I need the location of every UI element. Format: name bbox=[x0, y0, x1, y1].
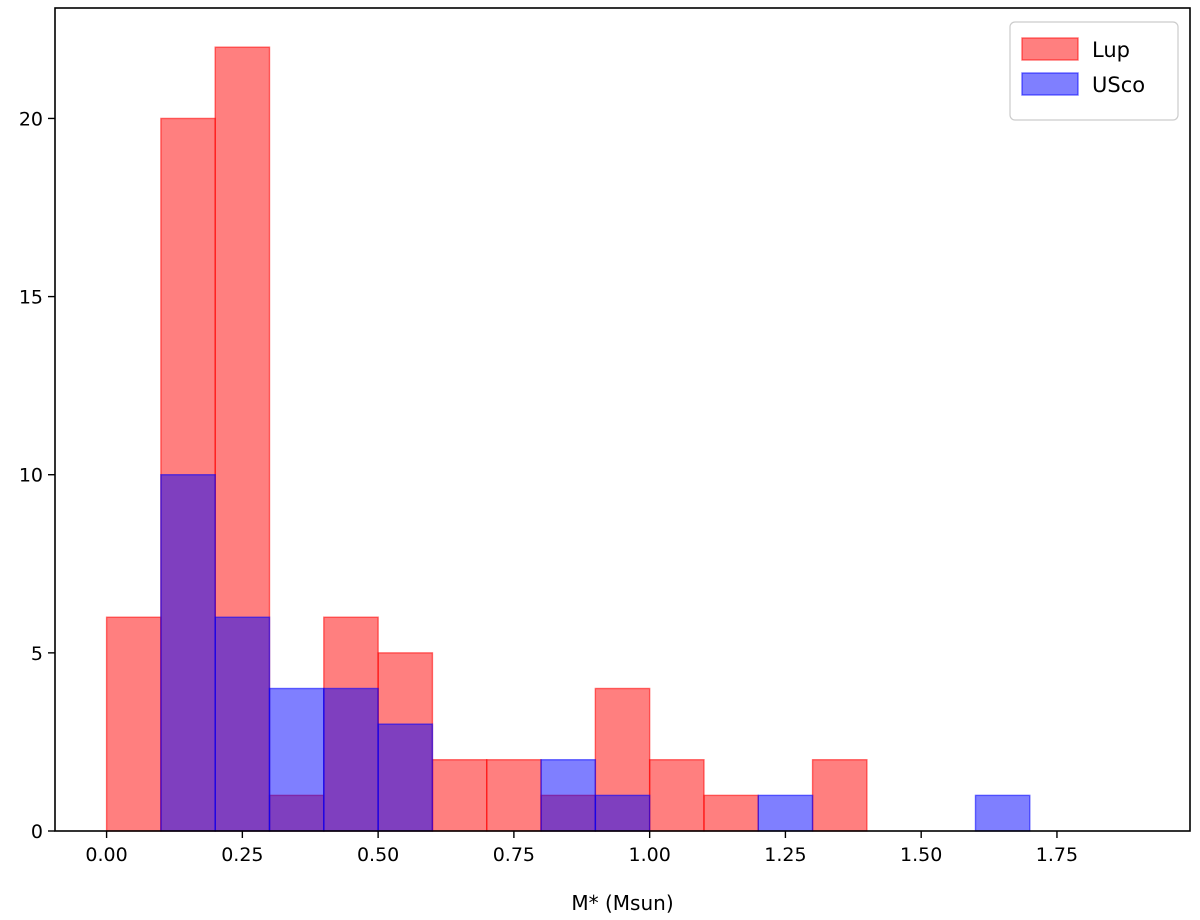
bar-lup-13 bbox=[811, 759, 868, 832]
bar-lup-7 bbox=[486, 759, 542, 832]
legend-swatch-usco bbox=[1021, 72, 1079, 96]
y-tick-label: 15 bbox=[19, 287, 43, 309]
bar-lup-10 bbox=[648, 759, 705, 832]
bar-usco-2 bbox=[214, 616, 271, 832]
legend-box bbox=[1009, 21, 1179, 121]
bar-usco-5 bbox=[377, 723, 434, 832]
bar-usco-8 bbox=[540, 759, 597, 832]
y-tick-label: 20 bbox=[19, 108, 43, 130]
legend-label-usco: USco bbox=[1092, 73, 1145, 97]
y-tick-label: 10 bbox=[19, 465, 43, 487]
x-tick-label: 1.25 bbox=[764, 844, 806, 866]
x-axis: 0.00 0.25 0.50 0.75 1.00 1.25 1.50 1.75 bbox=[85, 831, 1078, 866]
x-tick-label: 0.00 bbox=[85, 844, 127, 866]
bar-usco-9 bbox=[594, 794, 651, 832]
x-tick-label: 0.25 bbox=[221, 844, 263, 866]
bar-usco-16 bbox=[974, 794, 1031, 832]
legend-label-lup: Lup bbox=[1092, 38, 1130, 62]
bar-usco-12 bbox=[757, 794, 814, 832]
x-axis-title: M* (Msun) bbox=[571, 891, 673, 915]
legend-swatch-lup bbox=[1021, 37, 1079, 61]
bar-usco-4 bbox=[323, 687, 379, 832]
legend: Lup USco bbox=[1009, 21, 1179, 121]
x-tick-label: 0.50 bbox=[357, 844, 399, 866]
bar-lup-0 bbox=[105, 616, 162, 832]
x-tick-label: 1.50 bbox=[900, 844, 942, 866]
x-tick-label: 1.00 bbox=[628, 844, 670, 866]
bars-layer bbox=[105, 46, 1031, 832]
x-tick-label: 0.75 bbox=[493, 844, 535, 866]
bar-lup-6 bbox=[431, 759, 488, 832]
plot-frame bbox=[54, 7, 1191, 832]
bar-lup-11 bbox=[703, 794, 759, 832]
bar-usco-1 bbox=[160, 474, 216, 832]
y-tick-label: 0 bbox=[31, 821, 43, 843]
y-axis: 0 5 10 15 20 bbox=[19, 108, 55, 843]
bar-usco-3 bbox=[268, 687, 325, 832]
x-tick-label: 1.75 bbox=[1036, 844, 1078, 866]
y-tick-label: 5 bbox=[31, 643, 43, 665]
